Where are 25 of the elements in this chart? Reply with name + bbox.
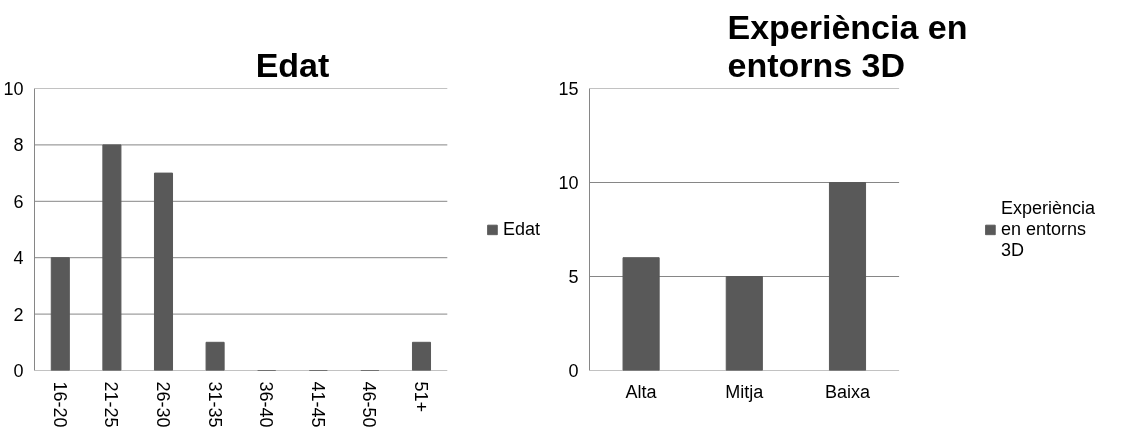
x-tick-label: 41-45 <box>307 381 328 428</box>
x-tick-label: 16-20 <box>49 381 70 428</box>
x-tick-label: 46-50 <box>359 381 380 428</box>
y-tick-label: 0 <box>13 361 24 381</box>
chart-title: Edat <box>255 45 330 84</box>
x-tick-label: 21-25 <box>101 381 122 428</box>
y-tick-label: 15 <box>558 79 579 99</box>
y-tick-label: 10 <box>558 173 579 193</box>
y-tick-label: 0 <box>568 361 579 381</box>
chart-title: Experiència en entorns 3D <box>727 7 968 84</box>
y-tick-label: 6 <box>13 191 24 212</box>
legend-label: Experiència en entorns 3D <box>1000 197 1095 261</box>
x-tick-label: Mitja <box>725 381 765 402</box>
y-tick-label: 5 <box>568 267 579 287</box>
x-tick-label: 26-30 <box>153 381 173 428</box>
x-tick-label: 51+ <box>411 381 431 413</box>
y-tick-label: 4 <box>13 248 24 269</box>
x-tick-label: Alta <box>625 381 658 402</box>
x-tick-label: 36-40 <box>256 381 277 428</box>
x-tick-label: 31-35 <box>204 381 225 428</box>
y-tick-label: 2 <box>13 304 24 325</box>
y-tick-label: 8 <box>13 135 24 156</box>
x-tick-label: Baixa <box>824 381 871 402</box>
y-tick-label: 10 <box>3 79 24 99</box>
legend-label: Edat <box>502 218 540 240</box>
